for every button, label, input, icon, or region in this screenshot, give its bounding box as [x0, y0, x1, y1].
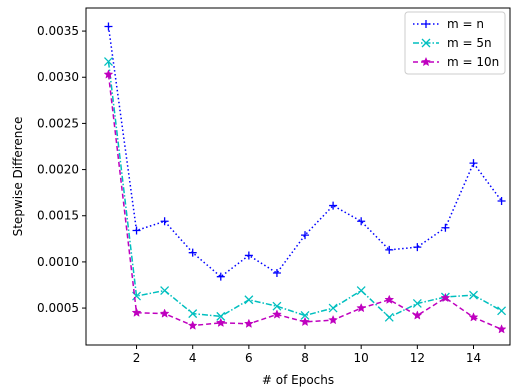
data-point [301, 231, 310, 240]
data-point [356, 286, 366, 295]
series-1 [104, 22, 506, 281]
data-point [272, 268, 281, 277]
axes-frame [85, 7, 511, 346]
data-point [357, 217, 366, 226]
y-tick-label: 0.0020 [37, 163, 79, 177]
data-point [385, 245, 394, 254]
data-point [440, 292, 451, 303]
data-point [328, 314, 339, 325]
data-point [469, 159, 478, 168]
x-tick-label: 6 [245, 351, 253, 365]
x-tick-label: 14 [466, 351, 481, 365]
data-point [412, 310, 423, 320]
data-point [215, 317, 226, 328]
data-point [244, 295, 254, 305]
data-point [272, 301, 282, 311]
data-point [300, 316, 310, 327]
legend-label: m = 5n [447, 36, 492, 50]
data-point [243, 318, 254, 328]
data-point [188, 309, 198, 319]
y-axis-label: Stepwise Difference [11, 117, 25, 237]
x-tick-label: 4 [189, 351, 197, 365]
data-point [159, 308, 170, 318]
x-axis-label: # of Epochs [262, 373, 334, 387]
series-2 [104, 57, 507, 322]
x-tick-label: 12 [410, 351, 425, 365]
legend-marker [421, 56, 431, 67]
plot-area [103, 22, 507, 334]
data-point [216, 311, 226, 321]
data-point [413, 243, 422, 252]
axis-ticks: 2 4 6 8 10 12 14 0.0005 0.0010 0.0015 0.0020 0.0025… [37, 24, 481, 365]
data-point [496, 324, 507, 334]
data-point [187, 320, 198, 330]
legend-item: m = 10n [413, 55, 499, 69]
data-point [441, 223, 450, 232]
y-tick-label: 0.0005 [37, 301, 79, 315]
data-point [384, 312, 394, 322]
y-tick-label: 0.0015 [37, 209, 79, 223]
data-point [160, 286, 170, 295]
x-tick-label: 2 [133, 351, 141, 365]
y-tick-label: 0.0010 [37, 255, 79, 269]
legend: m = n m = 5n m = 10n [404, 11, 506, 75]
data-point [384, 294, 395, 304]
data-point [469, 290, 478, 300]
x-tick-label: 8 [301, 351, 309, 365]
series-line [107, 61, 502, 319]
data-point [188, 248, 197, 257]
data-point [272, 309, 282, 319]
legend-item: m = 5n [413, 36, 492, 50]
legend-marker [422, 20, 430, 28]
legend-box [404, 11, 506, 75]
legend-label: m = n [447, 17, 484, 31]
data-point [329, 201, 338, 210]
data-point [300, 310, 310, 320]
data-point [497, 196, 506, 205]
data-point [103, 69, 114, 79]
data-point [244, 251, 253, 260]
legend-marker [421, 38, 431, 48]
data-point [468, 312, 479, 322]
data-point [356, 302, 367, 313]
data-point [132, 226, 141, 235]
y-tick-label: 0.0030 [37, 70, 79, 84]
data-point [412, 298, 422, 308]
data-point [328, 303, 338, 313]
y-tick-label: 0.0035 [37, 24, 79, 38]
data-point [160, 217, 169, 226]
legend-item: m = n [413, 17, 484, 31]
x-tick-label: 10 [354, 351, 369, 365]
y-tick-label: 0.0025 [37, 116, 79, 130]
data-point [104, 57, 113, 67]
legend-label: m = 10n [447, 55, 499, 69]
data-point [131, 307, 142, 317]
series-line [107, 74, 502, 330]
series-3 [103, 69, 507, 334]
data-point [104, 22, 113, 31]
data-point [216, 272, 225, 281]
data-point [497, 306, 507, 316]
